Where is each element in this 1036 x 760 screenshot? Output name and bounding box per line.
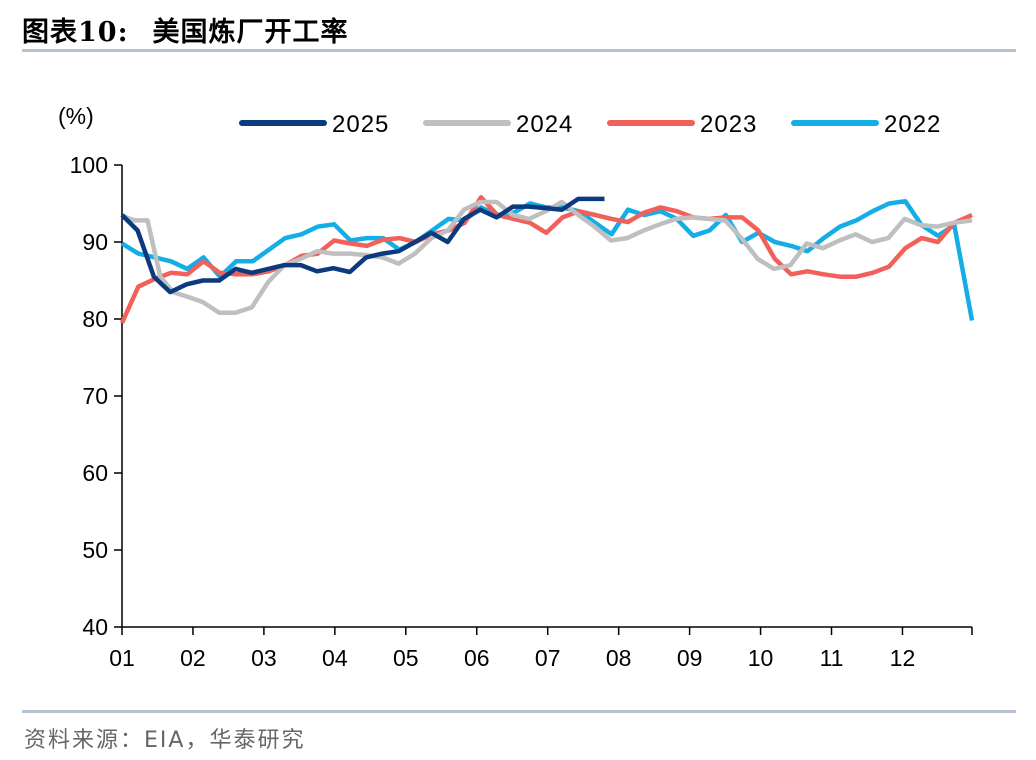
x-tick-label: 05: [393, 645, 419, 671]
x-tick-label: 11: [820, 645, 844, 671]
x-tick-label: 07: [535, 645, 561, 671]
series-line-2025: [120, 196, 605, 295]
figure-title: 美国炼厂开工率: [152, 17, 349, 48]
y-axis-unit: (%): [58, 103, 94, 129]
series-line-2024: [121, 199, 973, 316]
y-tick-label: 100: [70, 152, 108, 178]
legend-label-2025: 2025: [332, 111, 389, 138]
figure-title-row: 图表10: 美国炼厂开工率: [22, 10, 349, 49]
source-note: 资料来源：EIA，华泰研究: [24, 728, 306, 753]
legend-label-2022: 2022: [884, 111, 941, 138]
x-tick-label: 09: [677, 645, 703, 671]
y-tick-label: 80: [82, 306, 108, 332]
legend-label-2024: 2024: [516, 111, 573, 138]
x-tick-label: 04: [322, 645, 348, 671]
y-tick-label: 60: [82, 460, 108, 486]
bottom-divider: [22, 710, 1016, 713]
x-tick-label: 12: [890, 645, 916, 671]
x-tick-label: 10: [748, 645, 774, 671]
top-divider: [22, 49, 1016, 52]
y-tick-label: 90: [82, 229, 108, 255]
legend-label-2023: 2023: [700, 111, 757, 138]
x-tick-label: 02: [180, 645, 206, 671]
chart-legend: 2025 2024 2023 2022: [239, 111, 941, 138]
figure-number: 图表10:: [22, 17, 129, 48]
x-tick-label: 06: [464, 645, 490, 671]
y-tick-label: 40: [82, 614, 108, 640]
y-tick-label: 50: [82, 537, 108, 563]
x-tick-label: 03: [251, 645, 277, 671]
x-tick-label: 08: [606, 645, 632, 671]
x-tick-label: 01: [109, 645, 135, 671]
y-tick-label: 70: [82, 383, 108, 409]
series-line-2022: [120, 198, 975, 321]
chart-series-lines: [119, 195, 975, 324]
chart-axes: 40 50 60 70 80 90 100 (%) 01 02 03 04 05 06 07 08 09 10 11…: [58, 103, 973, 671]
